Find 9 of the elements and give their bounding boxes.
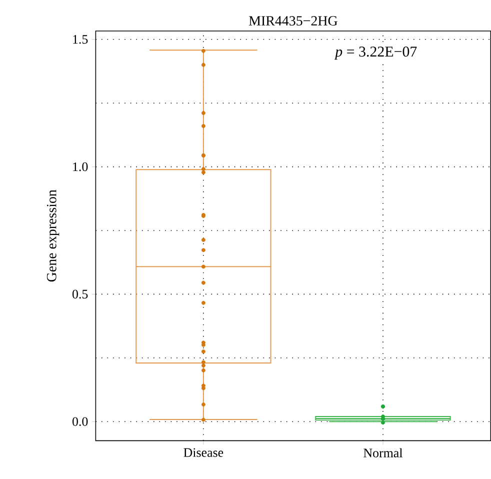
x-tick-label: Disease: [184, 448, 224, 457]
y-tick-label: 0.0: [72, 417, 88, 426]
y-tick-label: 1.5: [73, 35, 88, 44]
y-axis-title: Gene expression: [46, 190, 60, 282]
chart-title: MIR4435−2HG: [248, 16, 338, 26]
y-tick-label: 0.5: [72, 290, 88, 299]
annotation: p = 3.22E−07: [334, 46, 417, 60]
y-tick-label: 1.0: [73, 162, 88, 172]
x-tick-label: Normal: [364, 448, 403, 458]
